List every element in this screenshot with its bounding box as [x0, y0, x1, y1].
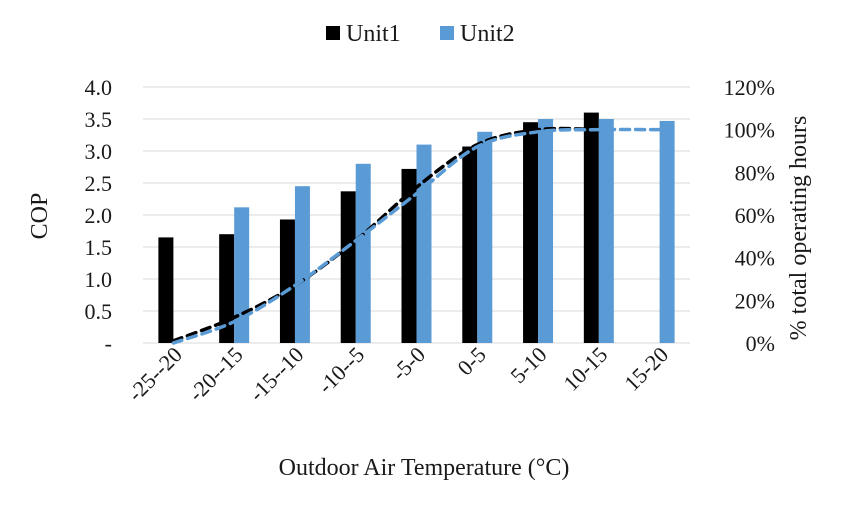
y2-tick-label: 60% — [735, 203, 775, 228]
legend-label: Unit1 — [346, 21, 401, 47]
y-tick-label: 0.5 — [85, 299, 113, 324]
x-axis-title: Outdoor Air Temperature (°C) — [279, 455, 570, 481]
y-tick-label: 3.0 — [85, 139, 113, 164]
bar-unit1--5-0 — [401, 168, 417, 343]
bar-unit1-10-15 — [583, 112, 599, 343]
y2-tick-label: 120% — [724, 75, 775, 100]
bar-unit1--10--5 — [340, 191, 356, 343]
bar-unit2--10--5 — [355, 163, 371, 343]
bar-unit1--20--15 — [219, 234, 235, 343]
legend: Unit1 Unit2 — [326, 21, 515, 47]
y-tick-label: 4.0 — [85, 75, 113, 100]
legend-swatch — [440, 26, 454, 40]
y2-tick-label: 40% — [735, 246, 775, 271]
y2-tick-label: 20% — [735, 288, 775, 313]
bar-unit1-0-5 — [462, 146, 478, 343]
bars — [158, 112, 675, 343]
bar-unit2--20--15 — [234, 207, 250, 343]
x-tick-label: -25--20 — [123, 342, 187, 406]
x-tick-label: -15--10 — [244, 342, 308, 406]
bar-unit2--5-0 — [416, 144, 432, 343]
x-tick-label: 15-20 — [619, 342, 673, 396]
bar-unit2-0-5 — [477, 131, 493, 343]
dashed-line-unit2 — [171, 127, 662, 345]
y-tick-label: - — [105, 331, 112, 356]
x-tick-label: 5-10 — [505, 342, 551, 388]
x-tick-label: -5-0 — [386, 342, 430, 386]
y-tick-label: 1.0 — [85, 267, 113, 292]
x-axis-ticks: -25--20-20--15-15--10 -10--5 -5-0 0-5 5-10 10… — [123, 342, 674, 406]
x-tick-label: 10-15 — [558, 342, 612, 396]
bar-unit1--25--20 — [158, 237, 174, 343]
y-tick-label: 1.5 — [85, 235, 113, 260]
y2-tick-label: 100% — [724, 118, 775, 143]
bar-unit1-5-10 — [523, 122, 539, 343]
bar-unit2-15-20 — [659, 120, 675, 343]
y2-axis-title: % total operating hours — [786, 116, 812, 341]
y-tick-label: 2.0 — [85, 203, 113, 228]
x-tick-label: -20--15 — [183, 342, 247, 406]
x-tick-label: -10--5 — [313, 342, 370, 399]
y-axis-ticks: - 0.5 1.0 1.5 2.0 2.5 3.0 3.5 4.0 — [85, 75, 113, 356]
x-tick-label: 0-5 — [452, 342, 490, 380]
legend-label: Unit2 — [460, 21, 515, 47]
y-tick-label: 3.5 — [85, 107, 113, 132]
y-axis-title: COP — [27, 193, 53, 240]
y-tick-label: 2.5 — [85, 171, 113, 196]
lines — [171, 126, 662, 345]
y2-axis-ticks: 0% 20% 40% 60% 80% 100% 120% — [724, 75, 775, 356]
bar-unit1--15--10 — [279, 219, 295, 343]
bar-unit2-5-10 — [538, 119, 554, 343]
bar-unit2-10-15 — [598, 119, 614, 343]
y2-tick-label: 80% — [735, 160, 775, 185]
y2-tick-label: 0% — [746, 331, 775, 356]
legend-swatch — [326, 26, 340, 40]
bar-unit2--15--10 — [294, 186, 310, 343]
dashed-line-unit1 — [171, 126, 601, 343]
